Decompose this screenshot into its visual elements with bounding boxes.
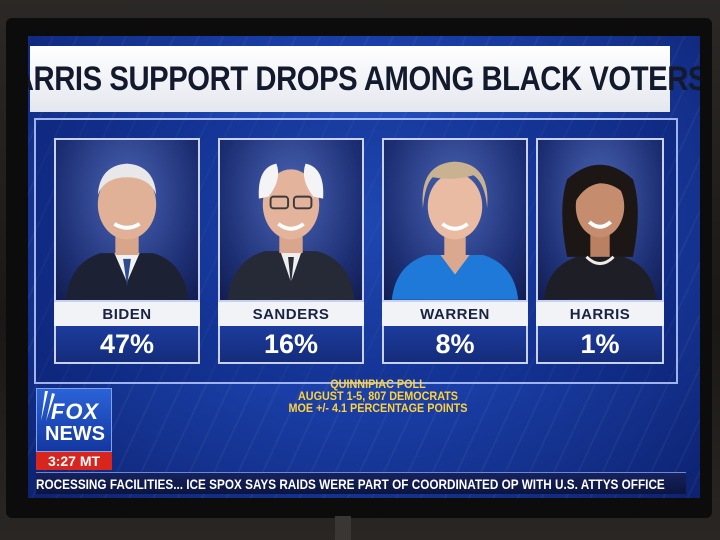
tv-stand — [335, 516, 351, 540]
candidate-photo-warren — [382, 138, 528, 302]
candidate-percent-warren: 8% — [382, 326, 528, 364]
network-logo: FOX NEWS 3:27 MT — [36, 388, 112, 470]
candidate-percent-harris: 1% — [536, 326, 664, 364]
candidate-percent-sanders: 16% — [218, 326, 364, 364]
candidate-name-sanders: SANDERS — [218, 302, 364, 326]
headline-text: HARRIS SUPPORT DROPS AMONG BLACK VOTERS — [28, 59, 700, 98]
news-ticker: ROCESSING FACILITIES... ICE SPOX SAYS RA… — [36, 472, 686, 494]
ticker-text: ROCESSING FACILITIES... ICE SPOX SAYS RA… — [36, 475, 665, 492]
candidate-percent-biden: 47% — [54, 326, 200, 364]
headline-banner: HARRIS SUPPORT DROPS AMONG BLACK VOTERS — [28, 46, 700, 112]
clock-badge: 3:27 MT — [36, 452, 112, 470]
candidate-photo-sanders — [218, 138, 364, 302]
candidate-portrait-harris — [543, 164, 657, 300]
candidate-portrait-biden — [65, 163, 189, 300]
candidate-photo-biden — [54, 138, 200, 302]
candidates-panel: BIDEN 47% SANDERS 16% — [34, 118, 678, 384]
candidate-name-biden: BIDEN — [54, 302, 200, 326]
logo-fox-text: FOX — [50, 399, 100, 424]
poll-line-2: AUGUST 1-5, 807 DEMOCRATS — [297, 389, 459, 403]
candidate-name-harris: HARRIS — [536, 302, 664, 326]
logo-box: FOX NEWS — [36, 388, 112, 452]
candidate-photo-harris — [536, 138, 664, 302]
candidate-card-warren: WARREN 8% — [382, 138, 528, 364]
searchlight-icon — [41, 391, 55, 421]
poll-source-caption: QUINNIPIAC POLL AUGUST 1-5, 807 DEMOCRAT… — [243, 378, 513, 414]
candidate-portrait-sanders — [227, 163, 355, 300]
candidate-card-harris: HARRIS 1% — [536, 138, 664, 364]
poll-line-3: MOE +/- 4.1 PERCENTAGE POINTS — [288, 401, 468, 415]
candidate-card-sanders: SANDERS 16% — [218, 138, 364, 364]
tv-screen: HARRIS SUPPORT DROPS AMONG BLACK VOTERS … — [28, 36, 700, 498]
logo-news-text: NEWS — [45, 423, 105, 445]
candidate-portrait-warren — [391, 161, 519, 300]
candidate-card-biden: BIDEN 47% — [54, 138, 200, 364]
poll-line-1: QUINNIPIAC POLL — [330, 377, 426, 391]
candidate-name-warren: WARREN — [382, 302, 528, 326]
